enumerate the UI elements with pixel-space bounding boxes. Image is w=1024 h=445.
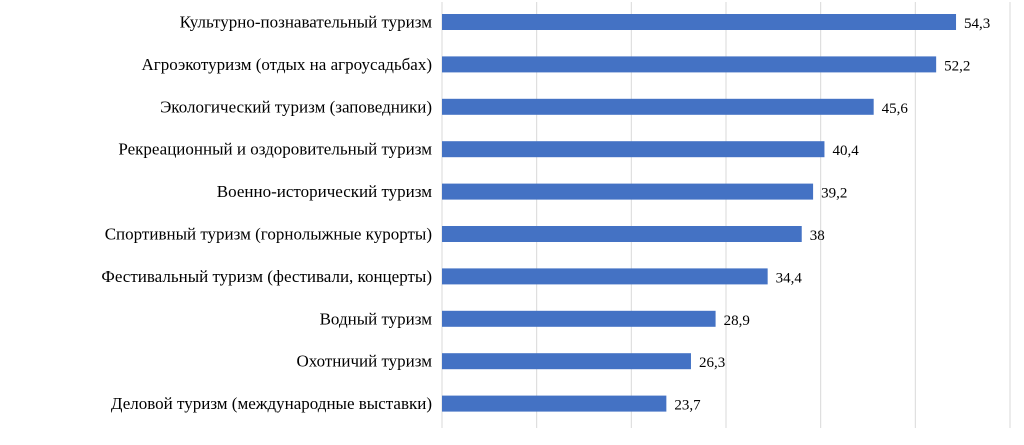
- data-label: 28,9: [724, 313, 750, 329]
- bar: [442, 268, 768, 285]
- bar: [442, 310, 716, 327]
- category-label: Деловой туризм (международные выставки): [111, 394, 432, 413]
- category-label: Агроэкотуризм (отдых на агроусадьбах): [142, 55, 433, 74]
- category-label: Культурно-познавательный туризм: [180, 13, 433, 32]
- category-label: Рекреационный и оздоровительный туризм: [118, 140, 432, 159]
- data-label: 34,4: [776, 270, 803, 286]
- bar: [442, 98, 874, 115]
- bar: [442, 395, 667, 412]
- data-label: 23,7: [674, 398, 701, 414]
- data-label: 52,2: [944, 58, 970, 74]
- data-label: 38: [810, 228, 825, 244]
- category-label: Водный туризм: [320, 309, 433, 328]
- category-label: Спортивный туризм (горнолыжные курорты): [105, 225, 432, 244]
- category-label: Охотничий туризм: [296, 352, 432, 371]
- label-layer: Культурно-познавательный туризм 54,3 Агроэ…: [101, 13, 990, 414]
- grid-layer: [441, 2, 1011, 428]
- bar: [442, 353, 691, 370]
- data-label: 39,2: [821, 186, 847, 202]
- data-label: 45,6: [882, 101, 909, 117]
- category-label: Фестивальный туризм (фестивали, концерты…: [101, 267, 432, 286]
- category-label: Военно-исторический туризм: [217, 182, 432, 201]
- data-label: 26,3: [699, 355, 725, 371]
- bar-layer: [442, 14, 957, 412]
- bar: [442, 183, 814, 200]
- data-label: 54,3: [964, 16, 990, 32]
- data-label: 40,4: [832, 143, 859, 159]
- category-label: Экологический туризм (заповедники): [160, 97, 432, 116]
- bar: [442, 141, 825, 158]
- bar: [442, 14, 957, 30]
- bar: [442, 56, 937, 73]
- bar: [442, 226, 802, 242]
